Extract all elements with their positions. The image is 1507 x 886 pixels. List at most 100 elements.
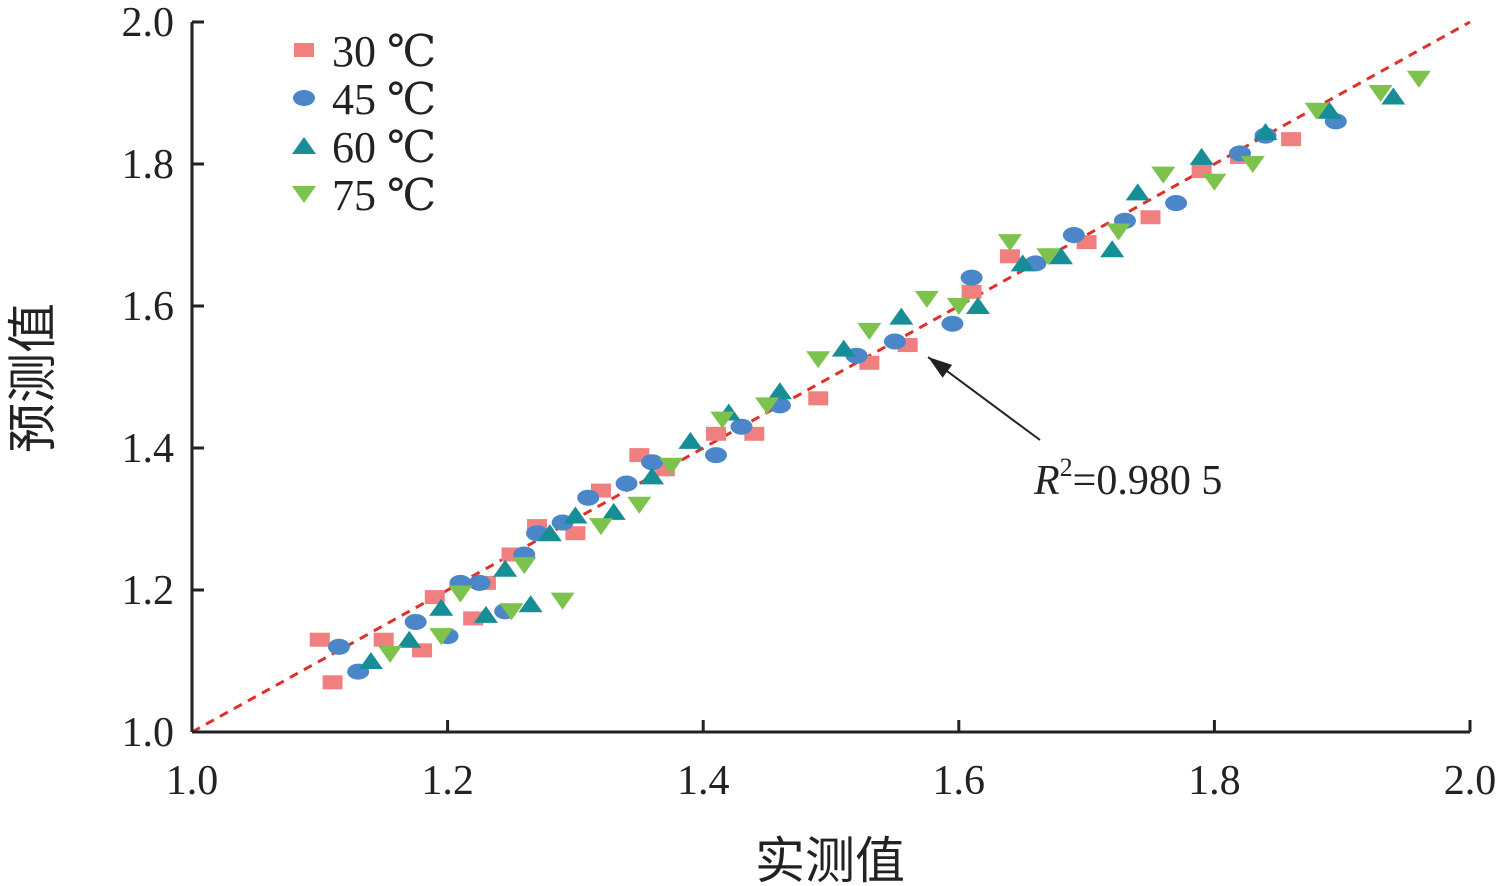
legend-marker: [294, 43, 314, 57]
data-point: [941, 315, 964, 332]
y-tick-label: 1.4: [122, 426, 175, 472]
data-point: [710, 411, 735, 429]
legend-item: 60 ℃: [292, 123, 436, 172]
data-point: [358, 652, 383, 669]
data-point: [550, 592, 575, 610]
data-point: [755, 397, 780, 415]
data-point: [1202, 173, 1227, 191]
data-point: [378, 645, 403, 663]
legend-label: 45 ℃: [332, 75, 436, 124]
series-2: [327, 113, 1347, 680]
legend-item: 45 ℃: [293, 75, 436, 124]
data-point: [997, 234, 1022, 252]
data-point: [1010, 254, 1035, 272]
data-point: [327, 638, 350, 655]
data-point: [1151, 166, 1176, 184]
data-point: [493, 559, 518, 577]
legend-marker: [292, 186, 316, 203]
legend-item: 75 ℃: [292, 171, 436, 220]
y-tick-label: 1.0: [122, 710, 175, 756]
data-point: [499, 603, 524, 621]
r2-value: =0.980 5: [1073, 458, 1223, 504]
data-point: [961, 284, 982, 299]
data-point: [601, 502, 626, 520]
data-point: [615, 475, 638, 492]
series-1: [309, 132, 1302, 690]
data-point: [468, 574, 491, 591]
r2-annotation: R2=0.980 5: [927, 356, 1222, 504]
data-point: [518, 595, 543, 613]
data-point: [883, 333, 906, 350]
data-point: [588, 518, 613, 536]
legend-label: 30 ℃: [332, 27, 436, 76]
data-point: [808, 391, 829, 406]
data-point: [1368, 85, 1393, 102]
data-point: [965, 297, 990, 314]
data-point: [404, 613, 427, 630]
data-point: [309, 632, 330, 647]
x-tick-label: 1.6: [933, 758, 986, 804]
data-point: [1406, 70, 1431, 88]
data-point: [473, 605, 498, 623]
data-point: [640, 467, 665, 485]
data-point: [565, 526, 586, 541]
data-point: [678, 431, 703, 449]
data-point: [512, 557, 537, 575]
data-point: [448, 585, 473, 603]
y-tick-label: 1.8: [122, 142, 175, 188]
y-tick-label: 1.6: [122, 284, 175, 330]
axes-group: [190, 22, 1470, 734]
legend-item: 30 ℃: [294, 27, 436, 76]
data-point: [1062, 227, 1085, 243]
data-point: [537, 524, 562, 542]
data-point: [767, 382, 792, 400]
data-point: [1253, 123, 1278, 141]
y-tick-label: 2.0: [122, 0, 175, 46]
data-point: [831, 339, 856, 357]
data-point: [429, 628, 454, 646]
data-point: [1189, 147, 1214, 165]
annotation-arrowhead: [928, 357, 953, 378]
data-point: [960, 269, 983, 286]
data-point: [1140, 210, 1161, 225]
data-point: [1049, 247, 1074, 265]
data-point: [1381, 87, 1406, 105]
r2-superscript: 2: [1060, 453, 1073, 482]
r2-r: R: [1033, 458, 1060, 504]
data-point: [373, 632, 394, 647]
data-point: [946, 298, 971, 315]
data-point: [914, 290, 939, 308]
data-point: [424, 590, 445, 605]
legend-label: 60 ℃: [332, 123, 436, 172]
series-3: [358, 87, 1406, 669]
x-tick-label: 1.4: [677, 758, 730, 804]
data-point: [806, 351, 831, 369]
data-point: [322, 675, 343, 690]
data-point: [1240, 156, 1265, 173]
legend-marker: [293, 90, 315, 106]
y-axis-title: 预测值: [4, 303, 62, 453]
data-point: [627, 496, 652, 514]
data-point: [999, 249, 1020, 264]
data-point: [857, 322, 882, 340]
data-point: [1281, 132, 1302, 147]
data-point: [577, 489, 600, 506]
data-point: [1125, 183, 1150, 201]
r2-label: R2=0.980 5: [1033, 453, 1222, 504]
series-4: [378, 70, 1431, 663]
data-point: [1106, 223, 1131, 241]
x-tick-label: 1.2: [421, 758, 474, 804]
data-point: [397, 630, 422, 648]
data-point: [659, 457, 684, 475]
ticks-group: 1.0 1.2 1.4 1.6 1.8 2.0 1.0 1.2 1.4 1.6 1.8 2.0: [122, 0, 1497, 804]
y-tick-label: 1.2: [122, 568, 175, 614]
legend: 30 ℃45 ℃60 ℃75 ℃: [292, 27, 436, 220]
data-point: [1036, 248, 1061, 266]
data-point: [429, 598, 454, 616]
legend-marker: [292, 137, 316, 154]
x-tick-label: 1.8: [1188, 758, 1241, 804]
x-tick-label: 2.0: [1444, 758, 1497, 804]
data-point: [641, 454, 664, 471]
data-point: [1100, 240, 1125, 258]
